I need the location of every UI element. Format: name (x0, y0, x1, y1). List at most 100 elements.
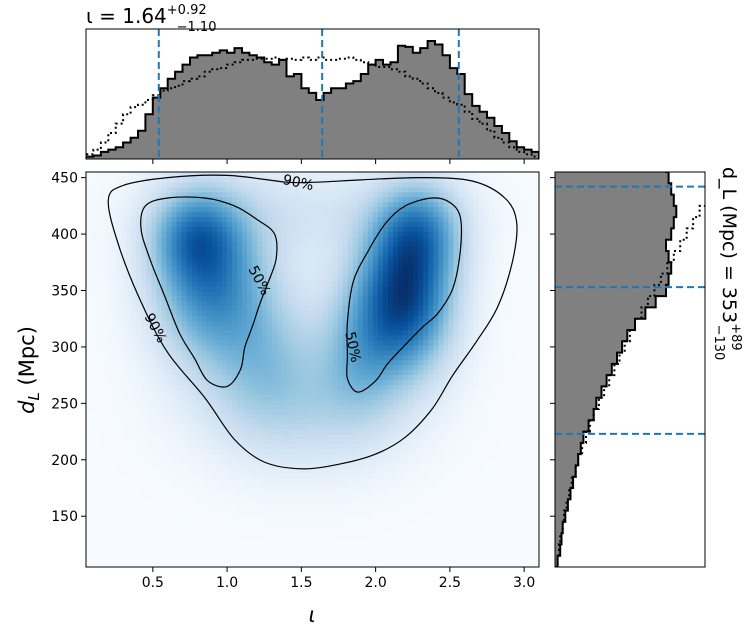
heatmap-cell (332, 517, 339, 524)
heatmap-cell (388, 428, 394, 435)
heatmap-cell (141, 374, 147, 380)
heatmap-cell (121, 320, 127, 326)
heatmap-cell (252, 320, 258, 326)
heatmap-cell (181, 562, 188, 567)
heatmap-cell (237, 334, 243, 341)
heatmap-cell (226, 438, 233, 445)
heatmap-cell (151, 463, 158, 469)
heatmap-cell (377, 374, 384, 380)
heatmap-cell (252, 305, 258, 311)
heatmap-cell (176, 310, 183, 316)
heatmap-cell (106, 552, 112, 558)
heatmap-cell (262, 315, 268, 321)
heatmap-cell (121, 374, 127, 380)
heatmap-cell (337, 364, 344, 371)
heatmap-cell (302, 339, 309, 346)
heatmap-cell (252, 270, 258, 277)
heatmap-cell (257, 172, 263, 178)
heatmap-cell (312, 483, 319, 489)
heatmap-cell (282, 339, 288, 346)
heatmap-cell (231, 483, 238, 489)
heatmap-cell (372, 527, 379, 534)
heatmap-cell (201, 468, 208, 474)
heatmap-cell (206, 196, 213, 203)
heatmap-cell (272, 275, 278, 282)
heatmap-cell (156, 206, 163, 213)
heatmap-cell (237, 384, 243, 390)
heatmap-cell (166, 181, 173, 188)
heatmap-cell (327, 478, 334, 484)
heatmap-cell (257, 497, 263, 504)
heatmap-cell (307, 374, 314, 380)
heatmap-cell (176, 191, 183, 198)
heatmap-cell (382, 413, 389, 420)
heatmap-cell (393, 206, 399, 213)
heatmap-cell (91, 176, 97, 183)
heatmap-cell (166, 290, 173, 297)
heatmap-cell (141, 404, 147, 410)
heatmap-cell (231, 384, 238, 390)
heatmap-cell (191, 270, 198, 277)
heatmap-cell (111, 315, 117, 321)
heatmap-cell (211, 305, 218, 311)
heatmap-cell (101, 497, 107, 504)
heatmap-cell (377, 330, 384, 336)
heatmap-cell (181, 246, 188, 252)
heatmap-cell (352, 290, 359, 297)
heatmap-cell (121, 246, 127, 252)
heatmap-cell (201, 231, 208, 237)
heatmap-cell (337, 522, 344, 529)
heatmap-cell (292, 310, 298, 316)
heatmap-cell (181, 379, 188, 385)
heatmap-cell (297, 320, 304, 326)
heatmap-cell (186, 310, 193, 316)
heatmap-cell (166, 458, 173, 464)
heatmap-cell (156, 522, 163, 529)
heatmap-cell (382, 404, 389, 410)
heatmap-cell (116, 394, 122, 400)
heatmap-cell (231, 547, 238, 553)
heatmap-cell (377, 562, 384, 567)
heatmap-cell (327, 186, 334, 193)
heatmap-cell (111, 369, 117, 376)
heatmap-cell (126, 255, 132, 262)
heatmap-cell (332, 275, 339, 282)
heatmap-cell (257, 251, 263, 257)
heatmap-cell (126, 191, 132, 198)
heatmap-cell (136, 186, 142, 193)
heatmap-cell (337, 413, 344, 420)
heatmap-cell (131, 384, 137, 390)
heatmap-cell (216, 320, 223, 326)
heatmap-cell (121, 285, 127, 292)
heatmap-cell (91, 542, 97, 548)
heatmap-cell (156, 241, 163, 247)
heatmap-cell (287, 428, 293, 435)
heatmap-cell (367, 236, 374, 242)
heatmap-cell (317, 522, 324, 529)
heatmap-cell (106, 527, 112, 534)
heatmap-cell (267, 241, 273, 247)
heatmap-cell (342, 290, 349, 297)
heatmap-cell (322, 409, 329, 415)
heatmap-cell (206, 231, 213, 237)
heatmap-cell (211, 488, 218, 494)
heatmap-cell (111, 497, 117, 504)
heatmap-cell (176, 300, 183, 306)
heatmap-cell (252, 260, 258, 267)
heatmap-cell (176, 359, 183, 366)
heatmap-cell (86, 330, 92, 336)
heatmap-cell (91, 512, 97, 519)
heatmap-cell (176, 246, 183, 252)
heatmap-cell (257, 532, 263, 538)
heatmap-cell (221, 265, 228, 272)
heatmap-cell (176, 547, 183, 553)
heatmap-cell (382, 522, 389, 529)
heatmap-cell (317, 285, 324, 292)
heatmap-cell (287, 399, 293, 405)
heatmap-cell (302, 522, 309, 529)
heatmap-cell (146, 364, 153, 371)
heatmap-cell (367, 186, 374, 193)
heatmap-cell (171, 369, 178, 376)
heatmap-cell (388, 290, 394, 297)
heatmap-cell (372, 280, 379, 287)
